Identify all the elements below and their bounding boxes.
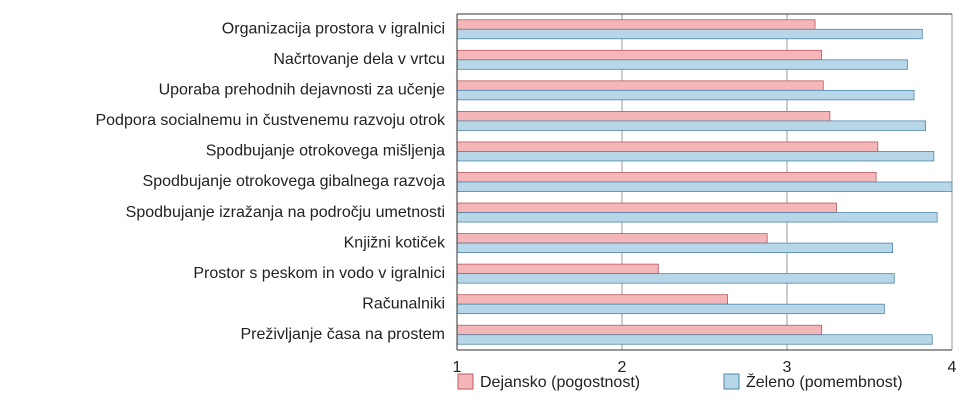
y-tick-label: Prostor s peskom in vodo v igralnici <box>193 265 445 282</box>
y-tick-label: Podpora socialnemu in čustvenemu razvoju… <box>95 112 446 129</box>
bar <box>456 120 927 131</box>
bar <box>456 303 885 315</box>
legend-swatch <box>457 373 474 390</box>
legend-swatch <box>723 373 740 390</box>
y-tick-label: Uporaba prehodnih dejavnosti za učenje <box>159 82 446 99</box>
x-tick-label: 3 <box>783 359 792 376</box>
bar <box>456 273 895 284</box>
y-tick-label: Preživljanje časa na prostem <box>240 326 445 343</box>
y-tick-label: Računalniki <box>362 295 445 312</box>
bar <box>456 49 823 61</box>
bar <box>456 111 831 122</box>
bar <box>456 334 933 345</box>
y-tick-label: Knjižni kotiček <box>344 234 446 251</box>
bar <box>456 181 953 192</box>
bar <box>456 59 908 70</box>
bar <box>456 19 816 30</box>
bar <box>456 151 935 162</box>
y-tick-label: Organizacija prostora v igralnici <box>222 20 445 37</box>
x-tick-label: 4 <box>948 359 957 376</box>
legend-label: Dejansko (pogostnost) <box>480 374 640 391</box>
bar <box>456 172 877 183</box>
bar <box>456 294 729 305</box>
bar <box>456 141 879 152</box>
bar <box>456 212 938 223</box>
bar <box>456 80 824 91</box>
bar <box>456 324 823 336</box>
y-tick-label: Spodbujanje otrokovega gibalnega razvoja <box>143 173 446 190</box>
bar <box>456 263 659 275</box>
bar <box>456 202 837 213</box>
bar <box>456 28 923 40</box>
bar <box>456 89 915 101</box>
bar <box>456 242 894 253</box>
y-tick-label: Spodbujanje otrokovega mišljenja <box>206 143 445 160</box>
x-tick-label: 1 <box>453 359 462 376</box>
legend-label: Želeno (pomembnost) <box>746 372 903 391</box>
bar <box>456 233 768 244</box>
x-tick-label: 2 <box>618 359 627 376</box>
y-tick-label: Spodbujanje izražanja na področju umetno… <box>126 204 445 221</box>
y-tick-label: Načrtovanje dela v vrtcu <box>273 51 445 68</box>
